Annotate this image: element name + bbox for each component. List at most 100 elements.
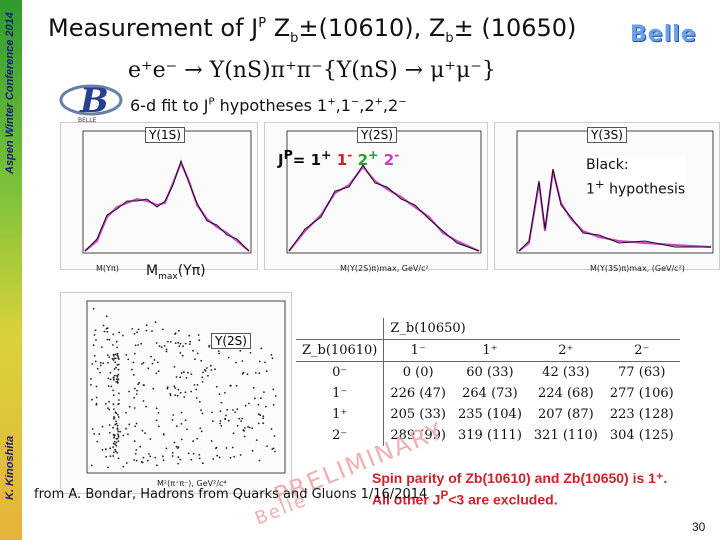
- table-col-head: 2⁻: [603, 339, 680, 362]
- scatter-point: [163, 345, 166, 347]
- scatter-point: [190, 390, 193, 393]
- scatter-point: [113, 417, 115, 420]
- table-col-head: 1⁻: [383, 339, 452, 362]
- scatter-point: [100, 346, 103, 348]
- scatter-point: [194, 358, 196, 361]
- jp-legend-sup: P: [283, 147, 293, 162]
- sidebar-band: [0, 0, 22, 540]
- scatter-point: [115, 378, 118, 380]
- mmax-text2: (Υπ): [177, 263, 206, 279]
- scatter-point: [117, 413, 119, 416]
- table-cell: 207 (87): [538, 407, 594, 422]
- table-row: 1⁺ 205 (33) 235 (104) 207 (87) 223 (128): [296, 404, 680, 425]
- scatter-point: [101, 449, 104, 451]
- scatter-point: [134, 387, 136, 390]
- table-cell: 289 (99): [390, 428, 446, 443]
- scatter-point: [95, 402, 98, 405]
- scatter-point: [266, 445, 268, 447]
- scatter-point: [128, 390, 130, 393]
- scatter-point: [95, 396, 98, 399]
- scatter-point: [173, 366, 176, 368]
- scatter-point: [116, 352, 119, 355]
- scatter-point: [117, 357, 120, 360]
- table-cell: 304 (125): [609, 428, 674, 443]
- scatter-point: [116, 346, 118, 349]
- scatter-point: [248, 426, 251, 429]
- scatter-point: [114, 361, 117, 364]
- scatter-point: [265, 370, 268, 373]
- scatter-point: [114, 411, 117, 414]
- scatter-point: [138, 381, 141, 384]
- jp-legend-v4: 2: [383, 151, 395, 169]
- scatter-point: [251, 449, 254, 452]
- scatter-point: [109, 455, 112, 457]
- scatter-point: [234, 411, 237, 413]
- scatter-point: [109, 371, 112, 374]
- scatter-point: [105, 327, 108, 330]
- scatter-point: [173, 441, 176, 444]
- scatter-point: [149, 438, 152, 440]
- scatter-point: [147, 367, 150, 370]
- scatter-point: [112, 376, 115, 379]
- svg-text:B: B: [79, 81, 109, 121]
- scatter-point: [176, 394, 179, 397]
- scatter-point: [198, 339, 201, 342]
- title-mid: Z: [266, 14, 291, 42]
- scatter-point: [178, 329, 180, 332]
- subtitle-sup: P: [208, 96, 215, 108]
- table-col-title: Z_b(10650): [383, 318, 680, 340]
- scatter-point: [117, 433, 119, 436]
- jp-legend-v3: 2: [357, 151, 369, 169]
- plot-1s: Υ(1S): [60, 122, 258, 270]
- scatter-point: [169, 393, 172, 395]
- plot-2s: Υ(2S): [264, 122, 488, 270]
- scatter-point: [212, 458, 215, 460]
- black-hypothesis-note: Black: 1+ hypothesis: [586, 156, 686, 200]
- scatter-point: [174, 387, 177, 389]
- scatter-point: [144, 432, 146, 434]
- scatter-point: [113, 435, 116, 437]
- scatter-point: [131, 328, 134, 330]
- table-cell: 319 (111): [458, 428, 522, 443]
- subtitle-h4: −: [398, 96, 407, 108]
- scatter-point: [243, 430, 246, 432]
- title-sup: P: [258, 16, 267, 31]
- scatter-point: [133, 373, 135, 376]
- scatter-point: [206, 367, 208, 369]
- scatter-point: [174, 342, 177, 344]
- scatter-point: [229, 456, 232, 459]
- scatter-point: [248, 402, 250, 405]
- scatter-point: [110, 385, 113, 388]
- scatter-point: [92, 307, 95, 310]
- scatter-point: [127, 433, 129, 436]
- scatter-point: [211, 411, 213, 414]
- axis-label-2: M(Υ(2S)π)max, GeV/c²: [340, 264, 429, 273]
- scatter-point: [258, 360, 261, 363]
- scatter-point: [118, 392, 120, 395]
- scatter-point: [151, 330, 153, 332]
- scatter-point: [116, 376, 119, 378]
- scatter-point: [184, 342, 187, 345]
- title-sub2: b: [445, 30, 454, 46]
- scatter-point: [115, 450, 117, 453]
- scatter-point: [172, 414, 175, 416]
- scatter-point: [135, 459, 138, 462]
- scatter-point: [177, 462, 179, 465]
- scatter-point: [196, 352, 199, 355]
- scatter-point: [162, 459, 165, 461]
- scatter-point: [224, 417, 227, 420]
- table-row: 0⁻ 0 (0) 60 (33) 42 (33) 77 (63): [296, 361, 680, 383]
- scatter-point: [107, 377, 110, 380]
- scatter-point: [260, 347, 263, 350]
- scatter-point: [113, 436, 115, 439]
- scatter-point: [239, 454, 242, 456]
- scatter-point: [198, 453, 201, 456]
- scatter-point: [190, 373, 193, 375]
- scatter-point: [108, 400, 110, 403]
- scatter-point: [198, 457, 201, 460]
- scatter-point: [128, 423, 131, 426]
- scatter-point: [254, 372, 257, 374]
- scatter-point: [135, 449, 138, 451]
- scatter-point: [177, 446, 180, 448]
- scatter-point: [227, 419, 230, 422]
